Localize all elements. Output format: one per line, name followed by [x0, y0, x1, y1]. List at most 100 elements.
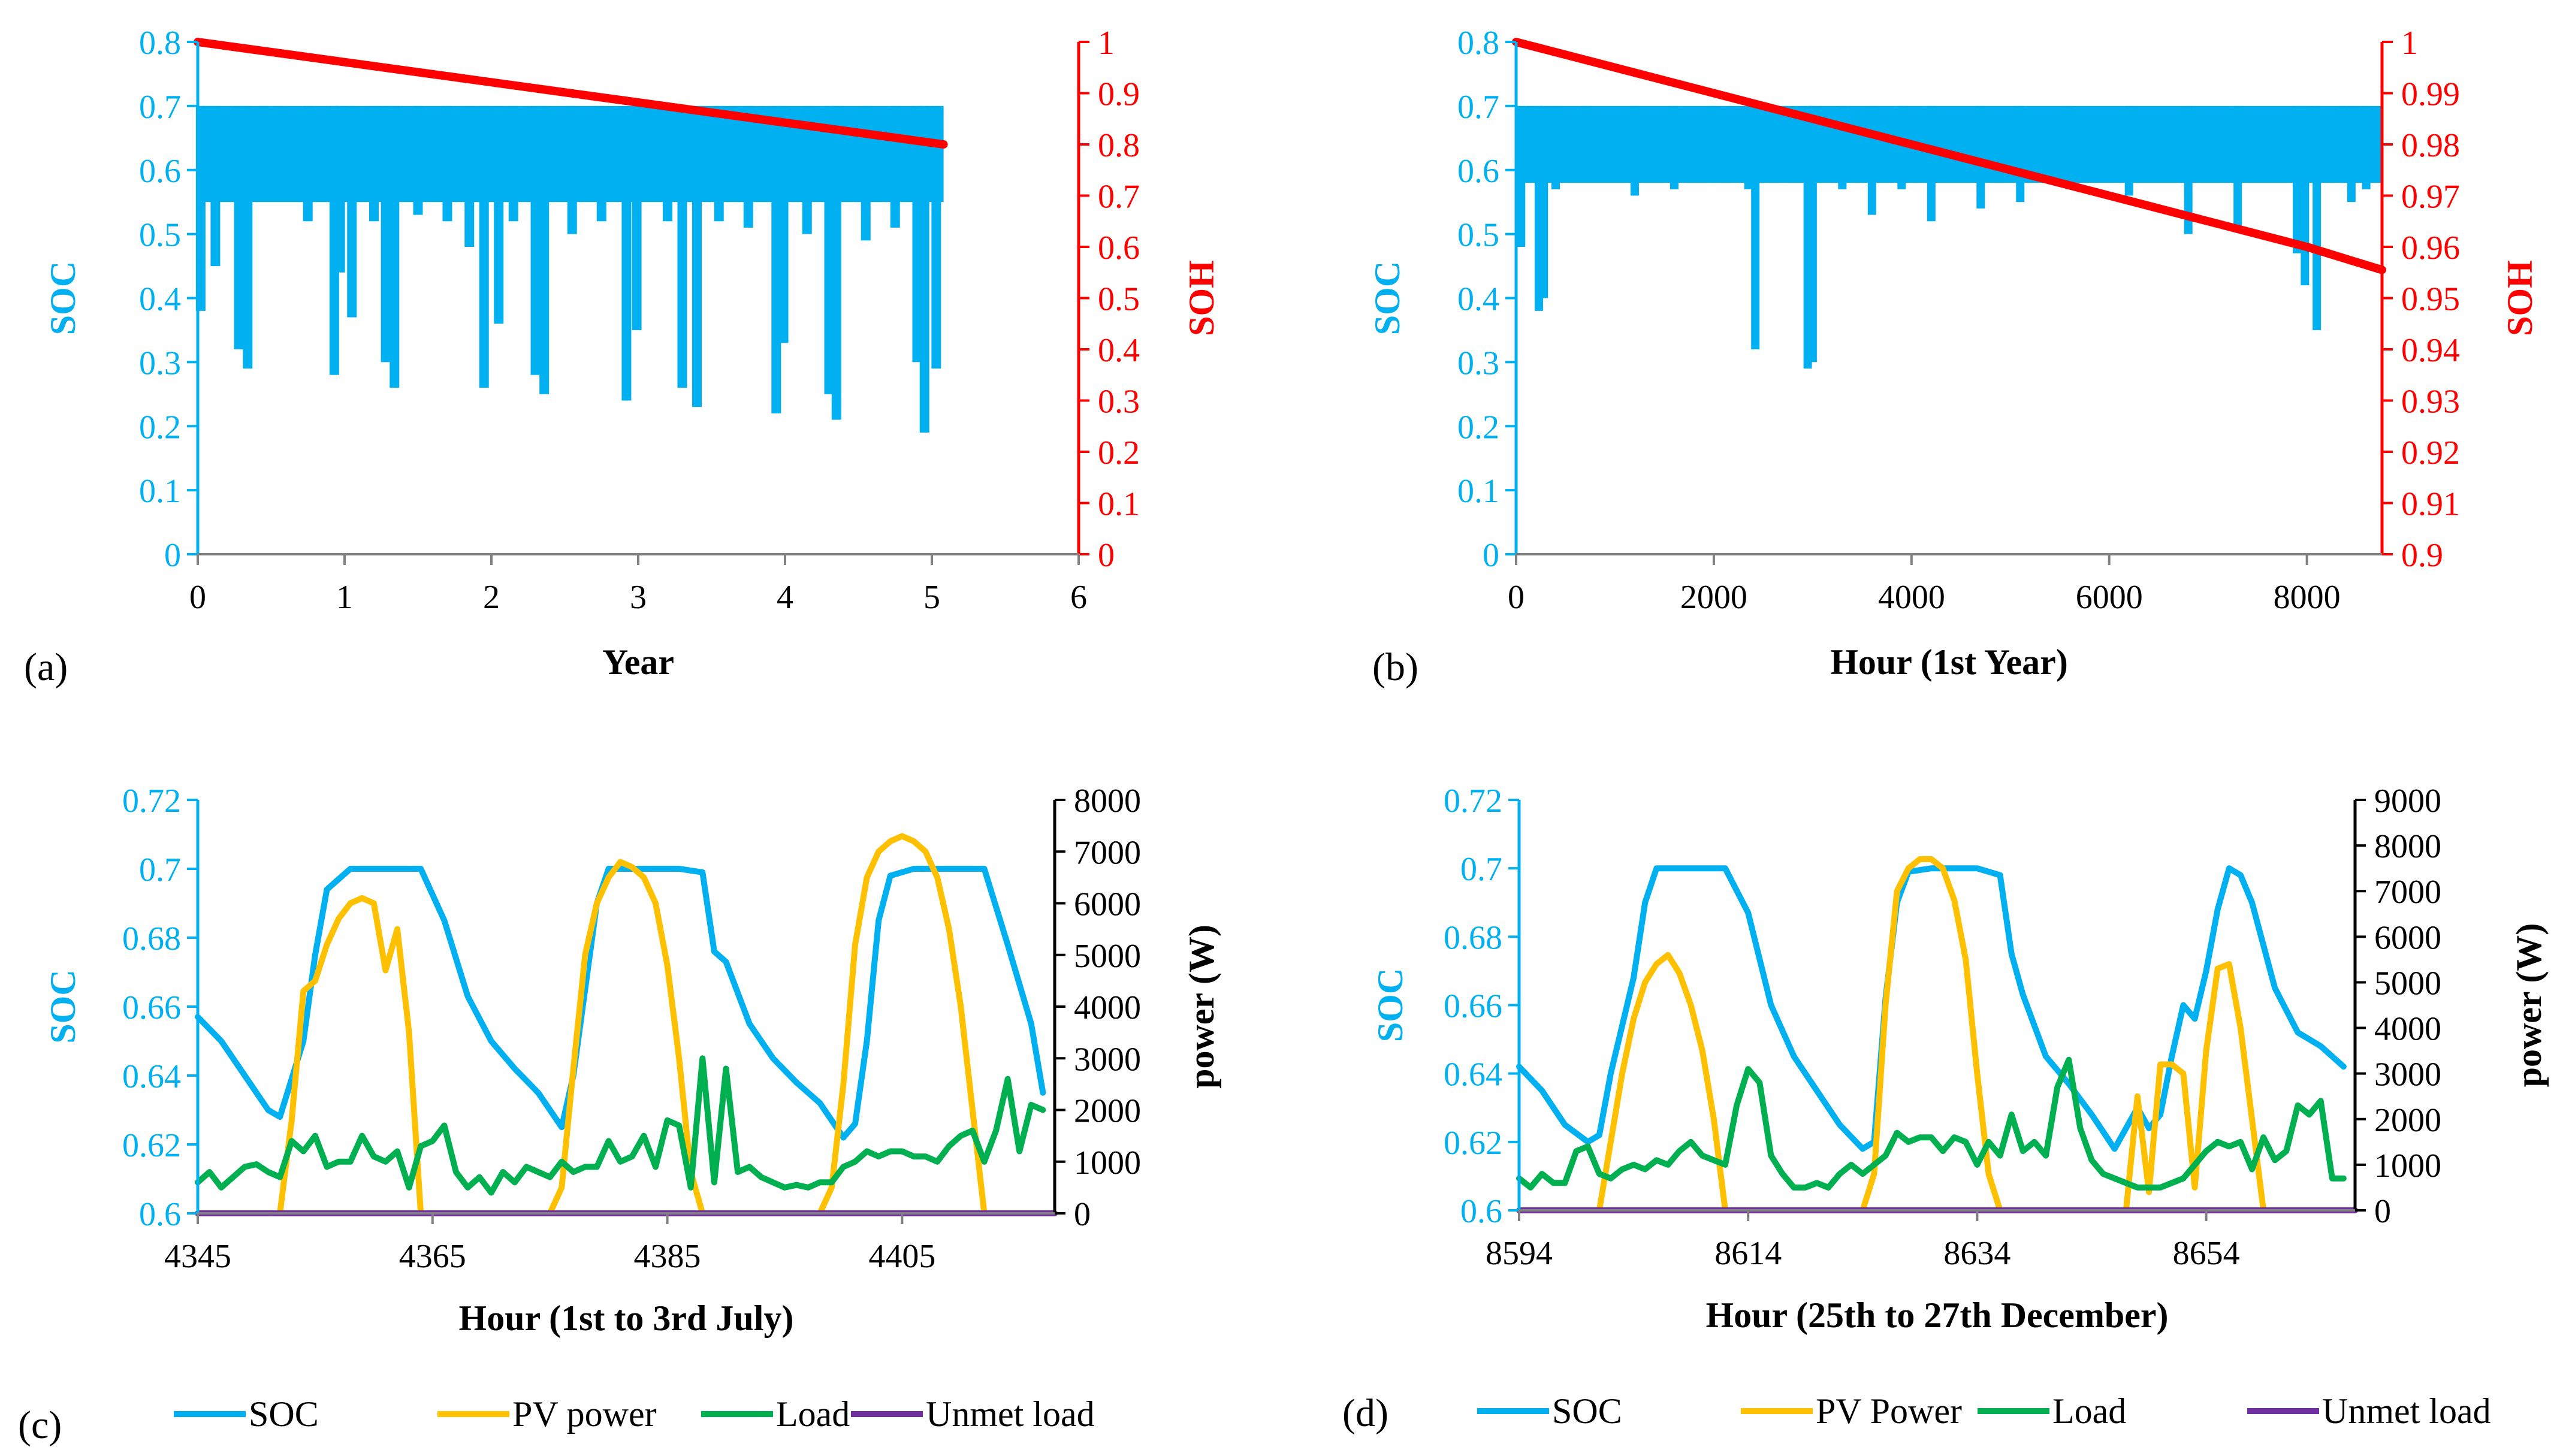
left-tick-label-d-6: 0.72	[1444, 783, 1502, 820]
x-tick-label-c-0: 4345	[164, 1238, 231, 1275]
soc-dip-a-20	[530, 105, 541, 375]
panel-label-a: (a)	[24, 645, 68, 689]
x-tick-label-a-2: 2	[483, 579, 500, 616]
soc-dip-b-27	[2337, 105, 2346, 183]
left-tick-label-b-8: 0.8	[1457, 25, 1499, 62]
right-tick-label-a-6: 0.6	[1098, 229, 1140, 267]
right-tick-label-b-3: 0.93	[2401, 383, 2460, 421]
right-tick-label-c-4: 4000	[1074, 989, 1141, 1026]
left-tick-label-d-5: 0.7	[1460, 851, 1502, 888]
legend-label-c-3: Unmet load	[926, 1394, 1095, 1434]
x-tick-label-a-4: 4	[777, 579, 793, 616]
right-tick-label-a-7: 0.7	[1098, 179, 1140, 216]
right-tick-label-d-9: 9000	[2374, 783, 2441, 820]
right-tick-label-b-5: 0.95	[2401, 281, 2460, 318]
left-tick-label-a-6: 0.6	[139, 153, 181, 190]
x-tick-label-a-5: 5	[923, 579, 940, 616]
right-tick-label-d-8: 8000	[2374, 828, 2441, 865]
soc-dip-b-24	[2293, 105, 2302, 253]
left-tick-label-d-0: 0.6	[1460, 1193, 1502, 1230]
left-tick-label-a-5: 0.5	[139, 217, 181, 254]
soc-dip-b-6	[1630, 105, 1639, 196]
right-tick-label-d-5: 5000	[2374, 965, 2441, 1002]
soc-dip-a-24	[621, 105, 632, 401]
left-tick-label-b-4: 0.4	[1457, 281, 1499, 318]
series-soc-c	[195, 866, 1046, 1141]
left-tick-label-a-0: 0	[164, 537, 181, 574]
right-tick-label-b-7: 0.97	[2401, 179, 2460, 216]
y-left-title-c: SOC	[43, 969, 83, 1043]
y-left-title-b: SOC	[1367, 261, 1407, 335]
right-tick-label-a-8: 0.8	[1098, 127, 1140, 164]
soc-dip-a-18	[494, 105, 504, 324]
left-tick-label-a-1: 0.1	[139, 473, 181, 510]
soc-dip-b-7	[1670, 105, 1679, 189]
x-tick-label-c-3: 4405	[868, 1238, 935, 1275]
right-tick-label-c-5: 5000	[1074, 938, 1141, 975]
soc-dip-a-21	[539, 105, 550, 394]
left-tick-label-a-4: 0.4	[139, 281, 181, 318]
soc-dip-b-18	[1976, 105, 1985, 209]
soc-dip-a-7	[303, 105, 313, 222]
soc-dip-a-32	[778, 105, 789, 343]
y-left-title-a: SOC	[43, 261, 83, 335]
soc-dip-a-39	[919, 105, 929, 433]
right-tick-label-b-0: 0.9	[2401, 537, 2443, 574]
soc-dip-a-14	[413, 105, 423, 215]
left-tick-label-d-1: 0.62	[1444, 1125, 1502, 1162]
right-tick-label-d-6: 6000	[2374, 919, 2441, 956]
right-tick-label-a-10: 1	[1098, 25, 1115, 62]
y-right-title-a: SOH	[1182, 260, 1221, 336]
soc-dip-b-26	[2313, 105, 2322, 330]
x-axis-title-d: Hour (25th to 27th December)	[1705, 1295, 2168, 1335]
right-tick-label-c-1: 1000	[1074, 1144, 1141, 1182]
soc-dip-b-25	[2301, 105, 2310, 286]
soc-dip-a-40	[931, 105, 941, 369]
soc-dip-b-13	[1808, 105, 1817, 363]
right-tick-label-c-2: 2000	[1074, 1093, 1141, 1130]
right-tick-label-c-8: 8000	[1074, 783, 1141, 820]
x-axis-title-b: Hour (1st Year)	[1830, 642, 2068, 682]
x-tick-label-d-0: 8594	[1486, 1235, 1553, 1272]
left-tick-label-b-5: 0.5	[1457, 217, 1499, 254]
soc-dip-b-29	[2362, 105, 2371, 189]
y-right-title-c: power (W)	[1182, 925, 1221, 1089]
soc-dip-b-17	[1927, 105, 1936, 222]
left-tick-label-a-3: 0.3	[139, 345, 181, 382]
right-tick-label-a-3: 0.3	[1098, 383, 1140, 421]
soc-dip-b-5	[1581, 105, 1590, 177]
soc-dip-a-11	[369, 105, 379, 222]
soc-dip-a-2	[210, 105, 221, 267]
left-tick-label-c-0: 0.6	[139, 1196, 181, 1233]
right-tick-label-b-4: 0.94	[2401, 332, 2460, 369]
panel-label-b: (b)	[1372, 645, 1418, 689]
left-tick-label-b-2: 0.2	[1457, 409, 1499, 446]
soc-band-b	[1516, 105, 2382, 183]
soc-dip-b-11	[1779, 105, 1788, 183]
soc-dip-b-9	[1744, 105, 1753, 189]
left-tick-label-d-2: 0.64	[1444, 1056, 1502, 1093]
soc-dip-a-35	[831, 105, 841, 420]
right-tick-label-d-2: 2000	[2374, 1102, 2441, 1139]
series-soh-b	[1512, 38, 2386, 274]
soc-dip-a-13	[390, 105, 400, 388]
series-pv-power-d	[1516, 856, 2358, 1213]
soc-dip-b-4	[1551, 105, 1560, 189]
soc-dip-a-10	[347, 105, 357, 318]
right-tick-label-a-4: 0.4	[1098, 332, 1140, 369]
soc-dip-a-12	[381, 105, 391, 363]
soc-dip-b-0	[1517, 105, 1526, 247]
x-tick-label-b-4: 8000	[2274, 579, 2341, 616]
right-tick-label-c-0: 0	[1074, 1196, 1091, 1233]
soc-dip-a-34	[824, 105, 834, 394]
right-tick-label-a-2: 0.2	[1098, 434, 1140, 472]
soc-dip-a-37	[890, 105, 900, 228]
x-axis-title-a: Year	[602, 642, 674, 682]
soc-dip-a-9	[335, 105, 345, 273]
x-tick-label-c-2: 4385	[634, 1238, 701, 1275]
left-tick-label-a-8: 0.8	[139, 25, 181, 62]
x-tick-label-b-3: 6000	[2076, 579, 2143, 616]
right-tick-label-d-7: 7000	[2374, 874, 2441, 911]
x-tick-label-a-6: 6	[1070, 579, 1087, 616]
x-tick-label-a-1: 1	[336, 579, 353, 616]
